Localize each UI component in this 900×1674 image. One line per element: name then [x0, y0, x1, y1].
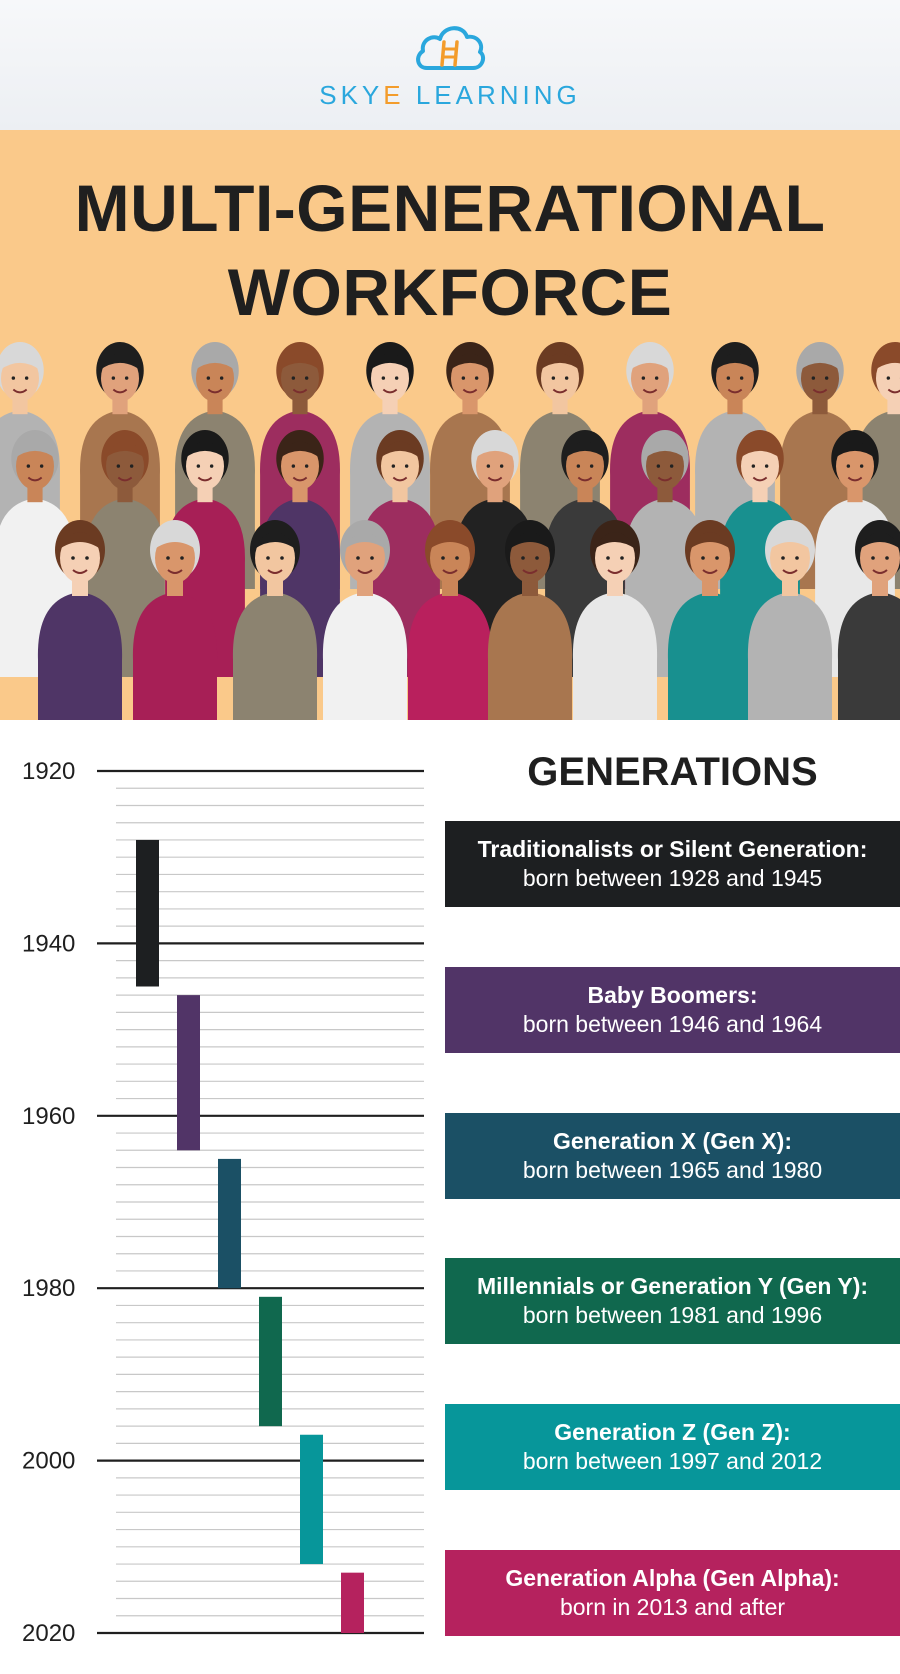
generation-bar	[341, 1572, 364, 1633]
brand-name: SKYE LEARNING	[319, 80, 581, 110]
y-tick-label: 1960	[22, 1103, 75, 1130]
person-figure	[487, 520, 573, 720]
generation-range: born in 2013 and after	[559, 1594, 786, 1620]
person-figure	[572, 520, 658, 720]
person-figure	[132, 520, 218, 720]
y-tick-label: 1980	[22, 1275, 75, 1302]
generation-range: born between 1928 and 1945	[522, 865, 823, 891]
person-figure	[667, 520, 753, 720]
generation-card: Generation Alpha (Gen Alpha): born in 201…	[445, 1550, 900, 1636]
person-figure	[747, 520, 833, 720]
person-figure	[322, 520, 408, 720]
generation-bar	[218, 1158, 241, 1289]
generation-name: Generation X (Gen X):	[553, 1128, 792, 1154]
generation-bar	[300, 1434, 323, 1565]
generation-name: Generation Alpha (Gen Alpha):	[505, 1565, 840, 1591]
generation-range: born between 1965 and 1980	[522, 1157, 823, 1183]
generation-card: Generation Z (Gen Z): born between 1997 a…	[445, 1404, 900, 1490]
crowd-illustration	[0, 342, 900, 720]
generation-card: Traditionalists or Silent Generation: bor…	[445, 821, 900, 907]
generation-card: Millennials or Generation Y (Gen Y): born…	[445, 1258, 900, 1344]
page-title-line1: MULTI-GENERATIONAL	[74, 171, 826, 245]
page-title-line2: WORKFORCE	[227, 255, 673, 329]
generation-bar	[136, 839, 159, 987]
header: SKYE LEARNING	[0, 0, 900, 130]
generation-range: born between 1997 and 2012	[522, 1448, 823, 1474]
generation-bar	[177, 995, 200, 1151]
generation-card: Baby Boomers: born between 1946 and 1964	[445, 967, 900, 1053]
y-tick-label: 1940	[22, 930, 75, 957]
generation-name: Millennials or Generation Y (Gen Y):	[476, 1273, 869, 1299]
generation-name: Generation Z (Gen Z):	[554, 1419, 791, 1445]
person-figure	[837, 520, 900, 720]
y-tick-label: 2020	[22, 1620, 75, 1647]
y-tick-label: 2000	[22, 1448, 75, 1475]
person-figure	[407, 520, 493, 720]
person-figure	[232, 520, 318, 720]
generation-name: Baby Boomers:	[587, 982, 758, 1008]
generation-bar	[259, 1296, 282, 1427]
generations-timeline-chart: 1920 1940 1960 1980 2000 2020	[22, 758, 424, 1647]
person-figure	[37, 520, 123, 720]
y-tick-label: 1920	[22, 758, 75, 785]
generations-heading: GENERATIONS	[527, 750, 818, 794]
generation-name: Traditionalists or Silent Generation:	[477, 836, 868, 862]
generation-range: born between 1981 and 1996	[522, 1302, 823, 1328]
title-banner: MULTI-GENERATIONAL WORKFORCE	[0, 130, 900, 720]
generation-card: Generation X (Gen X): born between 1965 a…	[445, 1113, 900, 1199]
cloud-ladder-icon	[416, 26, 486, 70]
generation-range: born between 1946 and 1964	[522, 1011, 823, 1037]
